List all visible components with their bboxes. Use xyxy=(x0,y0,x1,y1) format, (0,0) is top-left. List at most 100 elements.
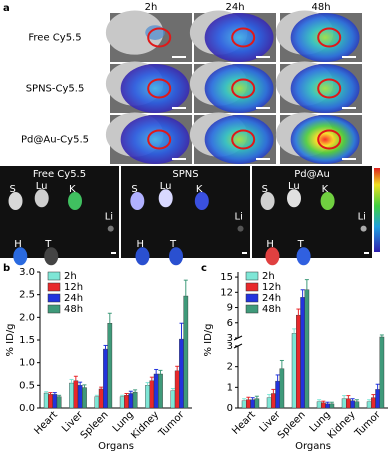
bar xyxy=(271,393,276,409)
organ-label: Li xyxy=(358,212,366,223)
panel-label: c xyxy=(201,263,207,274)
organ-label: Lu xyxy=(36,181,48,192)
signal xyxy=(290,64,360,113)
bar xyxy=(56,396,62,409)
ex-vivo-title: Free Cy5.5 xyxy=(33,169,86,180)
signal xyxy=(204,64,274,113)
legend-label: 2h xyxy=(262,271,275,282)
bar xyxy=(304,289,310,409)
tumor-circle xyxy=(317,78,342,99)
bar xyxy=(366,401,372,409)
bar xyxy=(145,385,150,409)
organ xyxy=(135,247,150,266)
organ xyxy=(13,247,28,266)
bar xyxy=(321,402,326,409)
tissue xyxy=(105,10,164,55)
bar xyxy=(350,400,355,409)
organ xyxy=(360,225,367,232)
legend-swatch xyxy=(47,271,61,281)
organ-label: Lu xyxy=(160,181,172,192)
panel-label: b xyxy=(3,263,10,274)
organ xyxy=(34,189,49,208)
bar xyxy=(179,338,184,409)
imaging-panel: a 2h 24h 48h Free Cy5.5 SPNS-Cy5.5 Pd@Au-Cy5.5… xyxy=(0,2,380,266)
signal xyxy=(120,64,190,113)
legend-label: 24h xyxy=(64,293,83,304)
legend-swatch xyxy=(245,293,259,303)
y-axis-label: % ID/g xyxy=(5,323,16,356)
organ-label: S xyxy=(131,184,137,195)
organ xyxy=(158,189,173,208)
bar xyxy=(132,391,138,409)
organ-label: K xyxy=(196,184,203,195)
bar xyxy=(107,323,113,409)
legend-label: 2h xyxy=(64,271,77,282)
x-axis-label: Organs xyxy=(295,441,331,452)
bar xyxy=(354,401,360,409)
organ-label: K xyxy=(322,184,329,195)
y-tick-label: 1 xyxy=(227,382,233,393)
organ xyxy=(296,247,311,266)
legend-swatch xyxy=(47,304,61,314)
bar xyxy=(77,385,83,409)
column-header: 48h xyxy=(311,2,330,13)
legend-swatch xyxy=(245,282,259,292)
tumor-circle xyxy=(317,129,342,150)
bar xyxy=(149,380,155,409)
tumor-circle xyxy=(231,129,256,150)
bar xyxy=(94,396,100,409)
signal xyxy=(204,115,274,164)
bar xyxy=(296,314,301,409)
bar xyxy=(346,398,351,409)
bar xyxy=(153,373,159,409)
axis-break xyxy=(233,335,243,341)
organ xyxy=(287,189,301,208)
organ xyxy=(130,192,145,210)
organ xyxy=(320,192,335,210)
legend-label: 12h xyxy=(262,282,281,293)
ex-vivo-title: Pd@Au xyxy=(294,169,330,180)
bar xyxy=(48,394,53,409)
organ-label: T xyxy=(297,239,305,250)
legend-label: 48h xyxy=(64,304,83,315)
y-tick-label: 1.0 xyxy=(19,358,35,369)
bar xyxy=(279,368,285,409)
organ xyxy=(237,225,244,232)
organ xyxy=(68,192,83,210)
panel-label: a xyxy=(3,3,10,14)
bar xyxy=(174,370,180,409)
organ-label: S xyxy=(10,184,16,195)
y-tick-label: 12 xyxy=(220,287,233,298)
y-tick-label: 0 xyxy=(227,403,233,414)
legend-swatch xyxy=(245,271,259,281)
tumor-circle xyxy=(147,27,172,48)
tumor-circle xyxy=(231,78,256,99)
bar xyxy=(291,333,297,409)
ex-vivo-image xyxy=(121,166,250,258)
organ-label: H xyxy=(136,239,144,250)
x-tick-label: Heart xyxy=(230,409,258,437)
y-axis-label: % ID/g xyxy=(203,323,214,356)
y-tick-label: 6 xyxy=(227,318,233,329)
y-tick-label: 3 xyxy=(227,341,233,352)
organ-label: Li xyxy=(235,212,243,223)
organ xyxy=(265,247,280,266)
x-tick-label: Spleen xyxy=(276,409,308,441)
organ-label: Lu xyxy=(288,181,300,192)
organ xyxy=(44,247,59,266)
axis-break xyxy=(233,343,243,349)
organ xyxy=(194,192,209,210)
bar xyxy=(43,392,49,409)
bar xyxy=(124,395,129,409)
bar xyxy=(300,297,305,409)
bar xyxy=(52,394,58,409)
legend-swatch xyxy=(47,293,61,303)
bar xyxy=(103,348,108,409)
bar xyxy=(246,399,251,409)
tumor-circle xyxy=(147,129,172,150)
bar xyxy=(69,382,74,409)
tumor-circle xyxy=(317,27,342,48)
organ-label: H xyxy=(14,239,22,250)
bar xyxy=(128,393,134,409)
